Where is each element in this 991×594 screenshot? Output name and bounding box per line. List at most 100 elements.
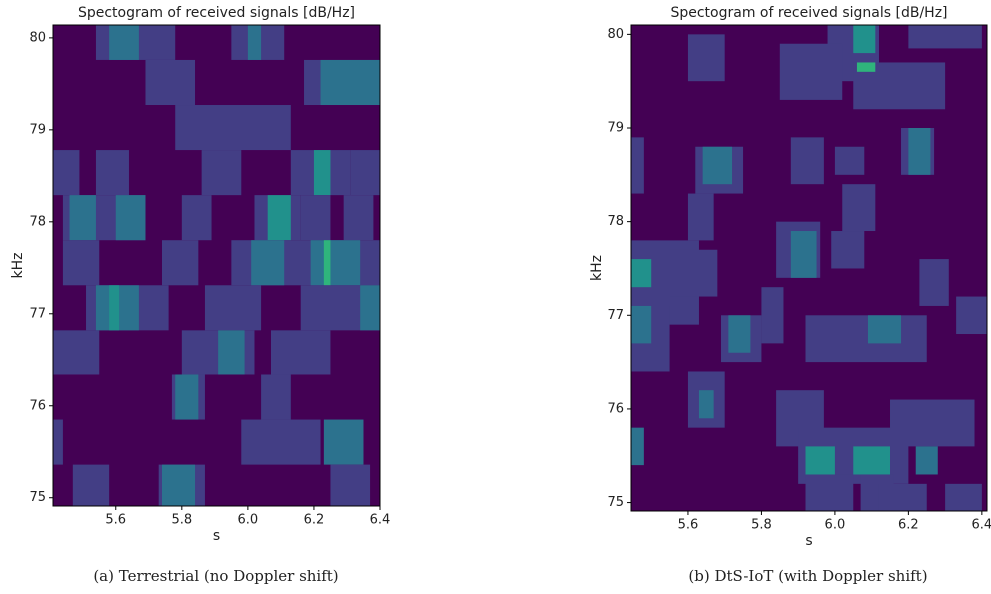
spectrogram-cell — [323, 240, 331, 286]
spectrogram-cell — [687, 193, 714, 241]
x-tick-label: 6.2 — [304, 513, 325, 528]
x-axis-label: s — [805, 533, 812, 549]
x-tick-label: 6.0 — [825, 518, 846, 533]
spectrogram-cell — [908, 128, 931, 175]
spectrogram-cell — [669, 249, 718, 297]
spectrogram-cell — [728, 315, 751, 353]
spectrogram-cell — [175, 374, 199, 420]
spectrogram-cell — [53, 419, 63, 465]
x-tick-label: 5.6 — [678, 518, 699, 533]
spectrogram-cell — [53, 150, 80, 196]
y-tick-label: 77 — [29, 306, 46, 321]
chart-title: Spectogram of received signals [dB/Hz] — [78, 5, 355, 21]
spectrogram-cell — [631, 427, 644, 466]
spectrogram-cell — [300, 195, 331, 241]
spectrogram-cell — [271, 330, 331, 375]
spectrogram-cell — [72, 464, 110, 506]
spectrogram-cell — [908, 25, 982, 49]
y-tick-label: 75 — [29, 490, 46, 505]
spectrogram-cell — [69, 195, 96, 241]
spectrogram-cell — [631, 259, 652, 288]
y-tick-label: 75 — [607, 495, 624, 510]
spectrogram-cell — [834, 146, 865, 175]
spectrogram-cell — [853, 25, 876, 54]
spectrogram-cell — [919, 259, 949, 306]
spectrogram-cell — [790, 231, 817, 278]
figure-caption: (a) Terrestrial (no Doppler shift) — [93, 567, 338, 585]
spectrogram-cell — [218, 330, 245, 375]
spectrogram-cell — [267, 195, 291, 241]
spectrogram-cell — [261, 374, 291, 420]
spectrogram-cell — [323, 419, 364, 465]
x-tick-label: 6.4 — [972, 518, 991, 533]
chart-title: Spectogram of received signals [dB/Hz] — [670, 5, 947, 21]
x-tick-label: 5.8 — [171, 513, 192, 528]
heatmap-panel: 5.6 5.8 6.0 6.2 6.4 75 76 77 78 79 80 Spectogram of… — [589, 5, 991, 585]
spectrogram-cell — [95, 150, 129, 196]
spectrogram-cell — [805, 315, 927, 363]
spectrogram-cell — [343, 195, 374, 241]
spectrogram-cell — [53, 330, 100, 375]
spectrogram-cell — [350, 150, 380, 196]
spectrogram-cell — [241, 419, 321, 465]
spectrogram-cell — [915, 446, 938, 475]
y-tick-label: 80 — [607, 27, 624, 42]
spectrogram-cell — [360, 285, 380, 331]
spectrogram-cell — [631, 137, 644, 194]
spectrogram-cell — [330, 464, 371, 506]
spectrogram-cell — [251, 240, 285, 286]
spectrogram-cell — [310, 240, 361, 286]
spectrogram-cell — [831, 231, 865, 269]
spectrogram-cell — [181, 195, 212, 241]
spectrogram-cell — [867, 315, 902, 344]
x-tick-label: 5.6 — [105, 513, 126, 528]
y-tick-label: 78 — [29, 214, 46, 229]
y-tick-label: 79 — [607, 121, 624, 136]
plot-frame — [630, 24, 988, 512]
spectrogram-cell — [145, 59, 196, 106]
heatmap-panel: 5.6 5.8 6.0 6.2 6.4 75 76 77 78 79 80 Spectogram of… — [10, 5, 390, 585]
spectrogram-cell — [761, 287, 784, 344]
spectrogram-cell — [320, 59, 380, 106]
x-axis-label: s — [213, 528, 220, 544]
x-tick-label: 6.2 — [898, 518, 919, 533]
y-tick-label: 76 — [29, 398, 46, 413]
spectrogram-cell — [805, 474, 854, 511]
y-tick-label: 77 — [607, 308, 624, 323]
y-tick-label: 80 — [29, 30, 46, 45]
y-tick-label: 76 — [607, 401, 624, 416]
spectrogram-cell — [853, 446, 891, 475]
spectrogram-cell — [109, 25, 139, 60]
spectrogram-cell — [115, 195, 146, 241]
figure-caption: (b) DtS-IoT (with Doppler shift) — [688, 567, 927, 585]
spectrogram-cell — [162, 464, 196, 506]
y-axis-label: kHz — [10, 253, 26, 279]
x-tick-label: 6.4 — [370, 513, 391, 528]
spectrogram-cell — [687, 34, 725, 82]
spectrogram-cell — [109, 285, 120, 331]
spectrogram-cell — [956, 296, 987, 335]
spectrogram-cell — [204, 285, 262, 331]
spectrogram-cell — [201, 150, 242, 196]
y-axis-label: kHz — [589, 255, 605, 281]
spectrogram-cell — [62, 240, 100, 286]
spectrogram-cell — [631, 305, 652, 344]
spectrogram-cell — [698, 390, 714, 419]
spectrogram-cell — [790, 137, 824, 185]
spectrogram-cell — [945, 483, 982, 511]
y-tick-label: 79 — [29, 122, 46, 137]
spectrogram-cell — [313, 150, 331, 196]
spectrogram-cell — [702, 146, 733, 185]
spectrogram-cell — [878, 483, 927, 511]
y-tick-label: 78 — [607, 214, 624, 229]
spectrogram-cell — [247, 25, 262, 60]
x-tick-label: 5.8 — [751, 518, 772, 533]
spectrogram-cell — [856, 62, 876, 72]
spectrogram-cell — [842, 184, 876, 232]
spectrogram-cell — [162, 240, 199, 286]
x-tick-label: 6.0 — [238, 513, 259, 528]
spectrogram-cell — [779, 43, 843, 100]
plot-frame — [52, 24, 381, 507]
spectrogram-cell — [175, 105, 291, 151]
